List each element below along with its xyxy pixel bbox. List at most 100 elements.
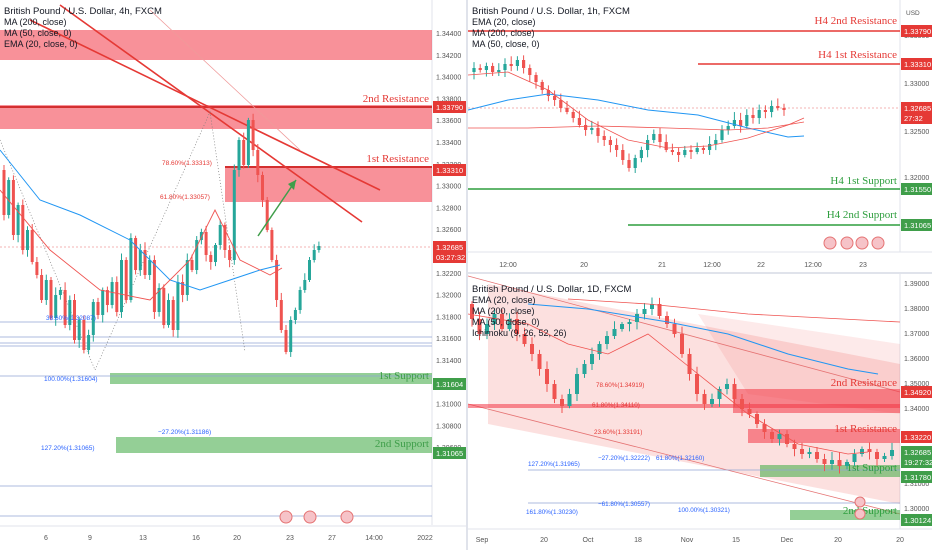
price-tag-4h: 1.32685: [436, 243, 463, 252]
price-tag-1h-bg: [901, 183, 932, 195]
candle-1h-body: [590, 128, 594, 130]
indicator-ema20[interactable]: EMA (20, close, 0): [4, 39, 78, 49]
candle-4h-body: [77, 320, 81, 340]
y-tick-label-1d: 1.37000: [904, 331, 929, 338]
candle-1d-body: [837, 460, 842, 466]
chart-panel-1d[interactable]: 1.39000 1.38000 1.37000 1.36000 1.35000 1.340…: [468, 274, 932, 550]
candle-1d-body: [875, 452, 879, 459]
ema20-1h: [468, 93, 805, 138]
price-tag-1d: 1.34920: [904, 388, 931, 397]
y-tick-label-1d: 1.34000: [904, 406, 929, 413]
x-tick-label: 6: [44, 535, 48, 542]
price-tag-1d: 1.32685: [904, 448, 931, 457]
economic-event-icon-1h: [871, 236, 885, 250]
y-tick-label: 1.31400: [436, 358, 461, 365]
indicator-ma200-1d[interactable]: MA (200, close): [472, 306, 535, 316]
candle-1h-body: [515, 60, 519, 66]
candle-4h-body: [223, 225, 227, 250]
fib-label-386: 38.60%(1.32087): [46, 315, 96, 322]
candle-1d-body: [680, 334, 684, 354]
ma50-1d: [527, 303, 879, 375]
x-tick-label-1d: Oct: [583, 537, 594, 544]
candle-1d-body: [717, 389, 722, 399]
y-tick-label: 1.32600: [436, 227, 461, 234]
candle-1h-body: [745, 115, 749, 126]
candle-1h-body: [658, 134, 662, 142]
candle-4h-body: [11, 180, 15, 235]
candle-4h-body: [256, 150, 260, 175]
candle-4h-body: [68, 300, 72, 325]
panel-divider-horizontal[interactable]: [468, 272, 932, 274]
d1-1st-support-zone: [760, 465, 900, 477]
chart-4h-canvas[interactable]: 1.34400 1.34200 1.34000 1.33800 1.33600 1.334…: [0, 0, 466, 550]
indicator-ichimoku[interactable]: Ichimoku (9, 26, 52, 26): [472, 328, 567, 338]
candle-4h-body: [261, 175, 264, 200]
price-tag-4h-bg: [433, 241, 466, 253]
candle-1h-body: [664, 142, 668, 150]
candle-1d-body: [792, 444, 797, 449]
candle-4h-body: [138, 250, 142, 270]
label-d1-1st-resistance: 1st Resistance: [834, 423, 897, 435]
candle-1h-body: [484, 66, 488, 70]
candle-4h-body: [152, 260, 156, 312]
economic-event-icon-1d: [854, 508, 866, 520]
ma200-line: [149, 9, 301, 151]
x-tick-label-1d: 20: [896, 537, 904, 544]
ema20-1d: [468, 313, 869, 455]
candle-1h-body: [608, 140, 612, 145]
panel-divider-vertical[interactable]: [466, 0, 468, 550]
candle-1d-body: [665, 316, 669, 324]
x-tick-label: 14:00: [365, 535, 383, 542]
candle-1d-body: [590, 354, 594, 364]
indicator-ma50[interactable]: MA (50, close, 0): [4, 28, 72, 38]
y-tick-label: 1.31600: [436, 336, 461, 343]
candle-1d-body: [560, 399, 564, 406]
chart-panel-4h[interactable]: 1.34400 1.34200 1.34000 1.33800 1.33600 1.334…: [0, 0, 466, 550]
candle-1d-body: [695, 374, 699, 394]
price-tag-1d: 1.33220: [904, 433, 931, 442]
candle-1d-body: [552, 384, 557, 399]
price-tag-1d-bg: [901, 471, 932, 483]
fib-label-1d-786: 78.60%(1.34919): [596, 382, 644, 389]
candle-1d-body: [770, 432, 774, 439]
candle-1h-body: [528, 68, 532, 75]
candle-1h-body: [615, 145, 619, 150]
candle-4h-body: [270, 230, 274, 260]
indicator-ema20-1d[interactable]: EMA (20, close): [472, 295, 536, 305]
candle-4h-body: [275, 260, 279, 300]
candle-1d-body: [507, 319, 512, 329]
indicator-ema20-1h[interactable]: EMA (20, close): [472, 17, 536, 27]
indicator-ma200-1h[interactable]: MA (200, close): [472, 28, 535, 38]
price-tag-1h: 1.33310: [904, 60, 931, 69]
candle-1d-body: [627, 322, 632, 324]
chart-1h-canvas[interactable]: USD1.335001.330001.325001.3200012:002021…: [468, 0, 932, 272]
candle-1d-body: [620, 324, 624, 329]
projection-arrow: [257, 179, 297, 237]
candle-1d-body: [800, 449, 804, 454]
candle-1h-body: [720, 130, 724, 140]
candle-1d-body: [650, 304, 654, 309]
d1-2nd-support-zone: [790, 510, 900, 520]
indicator-ma50-1d[interactable]: MA (50, close, 0): [472, 317, 540, 327]
price-tag-4h-bg: [433, 447, 466, 459]
candle-1d-body: [515, 319, 519, 334]
indicator-ma50-1h[interactable]: MA (50, close, 0): [472, 39, 540, 49]
y-tick-label-1h: 1.33000: [904, 81, 929, 88]
candle-1d-body: [582, 364, 587, 374]
x-tick-label: 20: [233, 535, 241, 542]
candle-4h-body: [44, 280, 48, 300]
x-tick-label-1d: 15: [732, 537, 740, 544]
candle-1d-body: [740, 399, 744, 409]
chart-title-1d: British Pound / U.S. Dollar, 1D, FXCM: [472, 284, 632, 295]
price-tag-1h: 27:32: [904, 114, 923, 123]
candle-4h-body: [228, 250, 232, 260]
x-tick-label-1d: Sep: [476, 537, 489, 544]
candle-1h-body: [472, 68, 476, 72]
candle-1d-body: [567, 394, 572, 406]
indicator-ma200[interactable]: MA (200, close): [4, 17, 67, 27]
price-tag-4h-bg: [433, 164, 466, 176]
chart-panel-1h[interactable]: USD1.335001.330001.325001.3200012:002021…: [468, 0, 932, 272]
label-d1-1st-support: 1st Support: [847, 462, 897, 474]
y-tick-label: 1.32200: [436, 271, 461, 278]
chart-1d-canvas[interactable]: 1.39000 1.38000 1.37000 1.36000 1.35000 1.340…: [468, 274, 932, 550]
